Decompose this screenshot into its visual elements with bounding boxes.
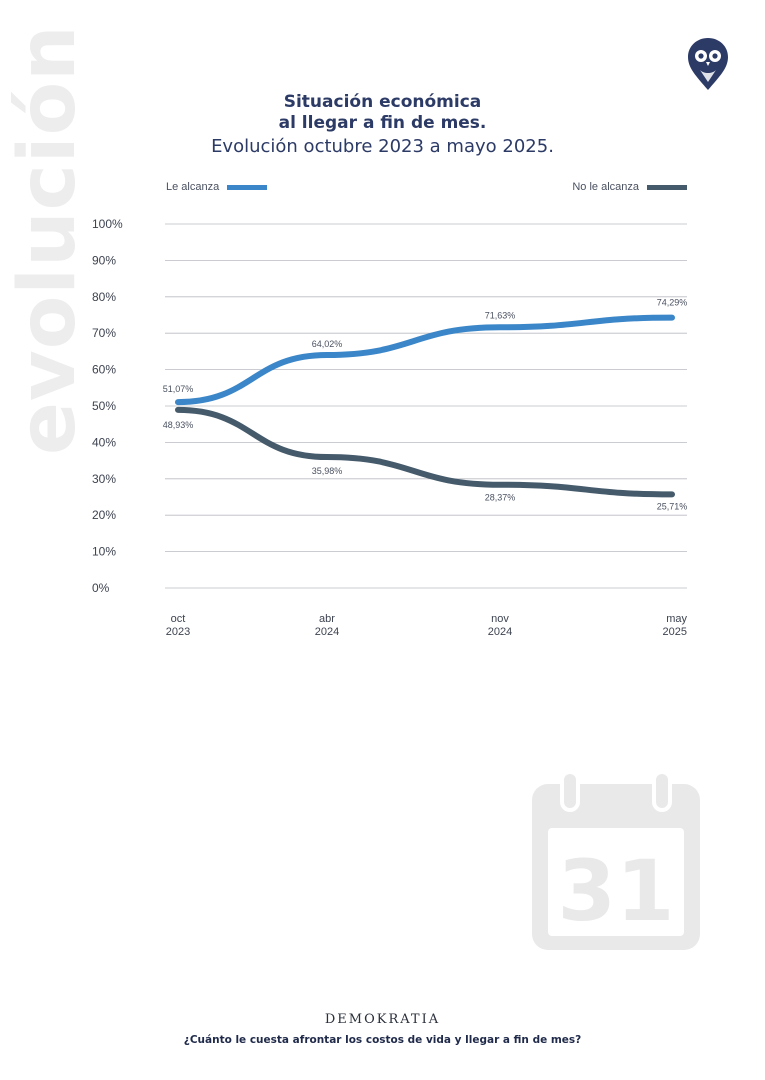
owl-logo-icon [688,38,728,90]
calendar-day-number: 31 [558,842,675,940]
x-tick-label-year: 2024 [488,626,512,638]
series-line-le-alcanza [175,314,675,406]
y-tick-label: 10% [92,545,116,559]
data-label-le-alcanza: 64,02% [312,339,343,349]
x-tick-label-month: oct [171,613,186,625]
x-tick-label-year: 2024 [315,626,339,638]
y-tick-label: 50% [92,399,116,413]
y-tick-label: 60% [92,363,116,377]
data-label-no-le-alcanza: 48,93% [163,420,194,430]
data-label-le-alcanza: 71,63% [485,310,516,320]
legend-swatch-no-le-alcanza [647,184,687,190]
line-chart: 0% 10% 20% 30% 40% 50% 60% 70% 80% 90% 100% oct2023… [92,217,688,638]
data-label-le-alcanza: 51,07% [163,384,194,394]
footer-brand: DEMOKRATIA [324,1012,441,1027]
legend-swatch-le-alcanza [227,184,268,190]
chart-title-block: Situación económica al llegar a fin de m… [0,92,765,159]
y-tick-label: 0% [92,581,110,595]
footer-question: ¿Cuánto le cuesta afrontar los costos de… [183,1034,582,1046]
y-tick-label: 20% [92,508,116,522]
y-tick-label: 40% [92,435,116,449]
data-label-le-alcanza: 74,29% [657,298,688,308]
series-line-no-le-alcanza [175,406,675,498]
x-tick-label-month: may [666,613,687,625]
legend-label-no-le-alcanza: No le alcanza [572,181,639,193]
y-tick-label: 100% [92,217,123,231]
chart-subtitle: Evolución octubre 2023 a mayo 2025. [211,136,554,157]
x-tick-label-month: abr [319,613,335,625]
y-tick-label: 90% [92,253,116,267]
chart-title-line-1: Situación económica [283,92,482,112]
data-label-no-le-alcanza: 25,71% [657,501,688,511]
x-tick-label-month: nov [491,613,509,625]
data-label-no-le-alcanza: 28,37% [485,493,516,503]
x-tick-label-year: 2025 [663,626,687,638]
y-tick-label: 70% [92,326,116,340]
legend-no-le-alcanza: No le alcanza [572,181,687,193]
legend-le-alcanza: Le alcanza [166,181,268,193]
legend-label-le-alcanza: Le alcanza [166,181,220,193]
y-tick-label: 30% [92,472,116,486]
chart-title-line-2: al llegar a fin de mes. [278,113,487,133]
x-tick-label-year: 2023 [166,626,190,638]
calendar-icon: 31 [532,770,700,950]
y-tick-label: 80% [92,290,116,304]
data-label-no-le-alcanza: 35,98% [312,466,343,476]
